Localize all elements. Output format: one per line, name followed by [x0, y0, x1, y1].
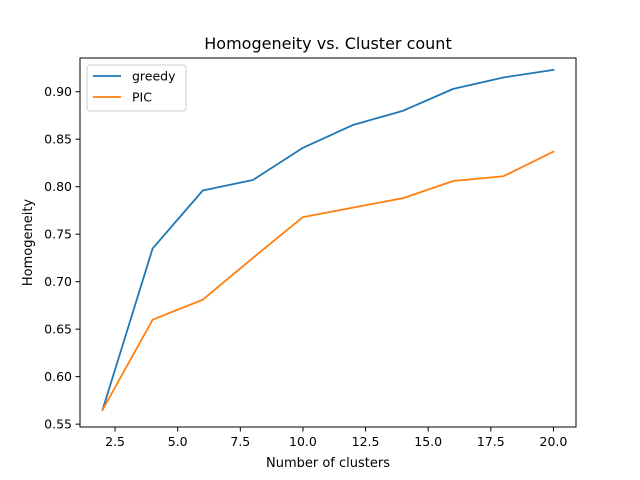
- x-tick-label: 15.0: [414, 434, 442, 449]
- x-axis-label: Number of clusters: [266, 456, 390, 471]
- y-tick-label: 0.90: [44, 84, 72, 99]
- legend-label: PIC: [132, 90, 152, 105]
- y-axis-label: Homogeneity: [21, 199, 36, 287]
- x-tick-label: 20.0: [540, 434, 568, 449]
- x-tick-label: 7.5: [230, 434, 250, 449]
- axis-ticks: 2.5 5.0 7.5 10.0 12.5 15.0 17.5 20.0 0.55 0.60 0.6…: [44, 84, 567, 449]
- axes-frame: [79, 57, 577, 428]
- plot-area: [101, 68, 555, 412]
- y-tick-label: 0.55: [44, 417, 72, 432]
- legend-label: greedy: [132, 69, 176, 84]
- y-tick-label: 0.85: [44, 132, 72, 147]
- x-tick-label: 17.5: [477, 434, 505, 449]
- x-tick-label: 2.5: [105, 434, 125, 449]
- x-tick-label: 10.0: [289, 434, 317, 449]
- y-tick-label: 0.65: [44, 322, 72, 337]
- series-line-greedy: [101, 68, 555, 412]
- y-tick-label: 0.80: [44, 179, 72, 194]
- series-line-pic: [101, 150, 555, 412]
- y-tick-label: 0.75: [44, 227, 72, 242]
- y-tick-label: 0.70: [44, 274, 72, 289]
- y-tick-label: 0.60: [44, 369, 72, 384]
- legend: greedy PIC: [86, 64, 187, 112]
- chart-title: Homogeneity vs. Cluster count: [204, 34, 451, 53]
- x-tick-label: 12.5: [352, 434, 380, 449]
- x-tick-label: 5.0: [168, 434, 188, 449]
